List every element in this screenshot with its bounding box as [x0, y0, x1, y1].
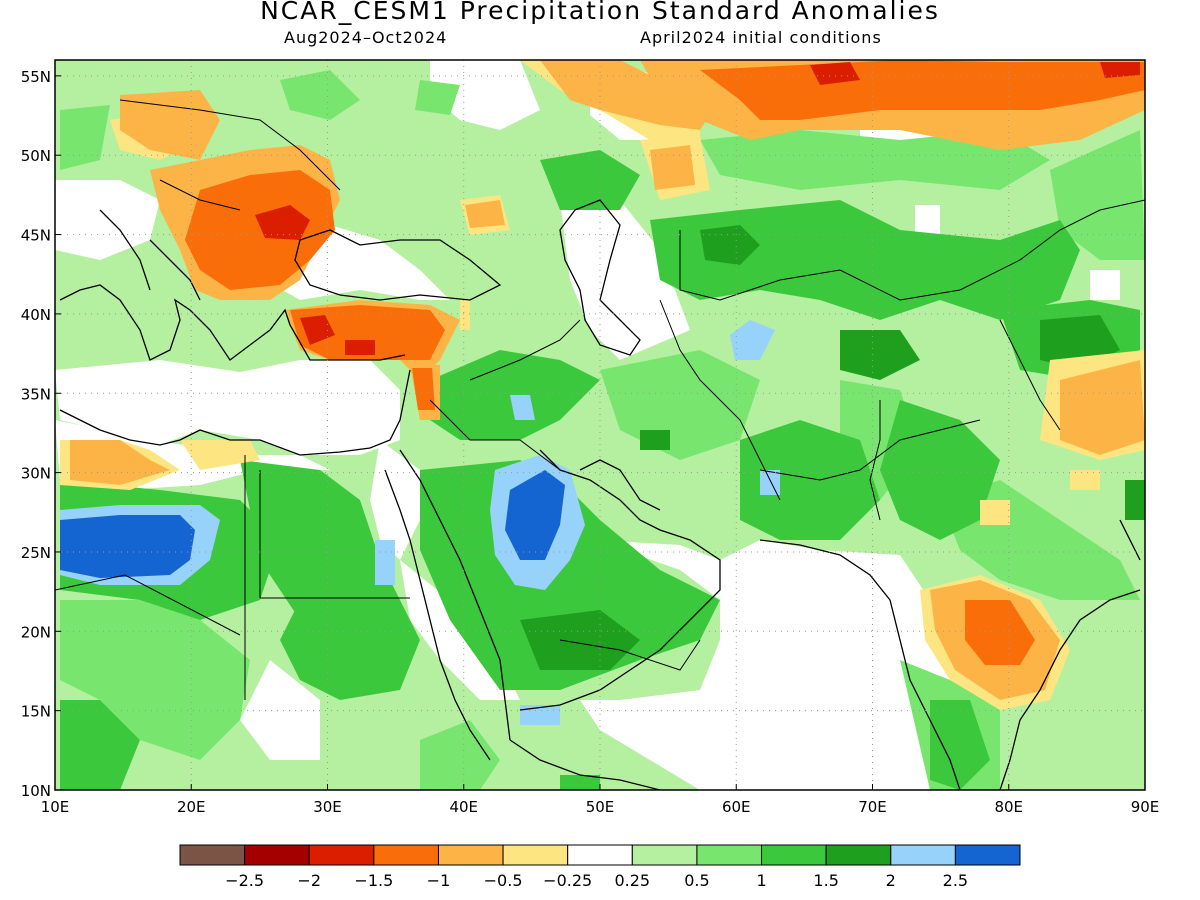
y-tick-label: 20N: [21, 623, 51, 641]
colorbar-swatch: [244, 844, 310, 866]
wet-extreme-region: [60, 470, 565, 578]
colorbar-swatch: [954, 844, 1021, 866]
coastlines: [59, 199, 1141, 790]
colorbar-label: −1.5: [354, 871, 393, 890]
y-axis-ticks: 55N 50N 45N 40N 35N 30N 25N 20N 15N 10N: [21, 68, 61, 800]
x-tick-label: 30E: [313, 798, 342, 816]
x-tick-label: 80E: [994, 798, 1023, 816]
initial-conditions: April2024 initial conditions: [640, 28, 882, 47]
colorbar-swatch: [631, 844, 698, 866]
colorbar-swatch: [179, 844, 246, 866]
x-tick-label: 50E: [586, 798, 615, 816]
anomaly-field: [55, 60, 1145, 790]
colorbar-label: 1: [756, 871, 766, 890]
colorbar-label: 0.25: [614, 871, 650, 890]
colorbar-label: 2: [886, 871, 896, 890]
colorbar-swatch: [308, 844, 375, 866]
x-tick-label: 20E: [177, 798, 206, 816]
colorbar-swatch: [373, 844, 439, 866]
colorbar-swatch: [502, 844, 569, 866]
colorbar-label: 2.5: [943, 871, 968, 890]
y-tick-label: 30N: [21, 465, 51, 483]
forecast-period: Aug2024–Oct2024: [284, 28, 448, 47]
y-tick-label: 10N: [21, 782, 51, 800]
y-tick-label: 45N: [21, 227, 51, 245]
x-tick-label: 60E: [722, 798, 751, 816]
colorbar-label: 0.5: [684, 871, 709, 890]
y-tick-label: 40N: [21, 306, 51, 324]
chart-title: NCAR_CESM1 Precipitation Standard Anomal…: [260, 0, 940, 25]
x-tick-label: 90E: [1131, 798, 1160, 816]
x-axis-ticks: 10E 20E 30E 40E 50E 60E 70E 80E 90E: [41, 784, 1160, 816]
x-tick-label: 40E: [449, 798, 478, 816]
colorbar-label: −2.5: [225, 871, 264, 890]
colorbar-swatch: [696, 844, 763, 866]
dry-moderate-region: [185, 60, 1145, 665]
x-tick-label: 10E: [41, 798, 70, 816]
colorbar-swatch: [890, 844, 956, 866]
y-tick-label: 35N: [21, 385, 51, 403]
dry-strong-region: [255, 62, 1140, 355]
colorbar-label: −1: [427, 871, 451, 890]
colorbar: [179, 844, 1021, 866]
y-tick-label: 15N: [21, 703, 51, 721]
country-borders: [55, 99, 1145, 700]
colorbar-labels: −2.5 −2 −1.5 −1 −0.5 −0.25 0.25 0.5 1 1.5 2 2.5: [225, 871, 968, 890]
colorbar-swatch: [825, 844, 892, 866]
colorbar-swatch: [567, 844, 633, 866]
colorbar-swatch: [761, 844, 827, 866]
colorbar-label: −0.25: [543, 871, 592, 890]
y-tick-label: 25N: [21, 544, 51, 562]
colorbar-label: −2: [297, 871, 321, 890]
colorbar-label: −0.5: [484, 871, 523, 890]
y-tick-label: 50N: [21, 147, 51, 165]
x-tick-label: 70E: [858, 798, 887, 816]
y-tick-label: 55N: [21, 68, 51, 86]
colorbar-swatch: [437, 844, 504, 866]
colorbar-label: 1.5: [813, 871, 838, 890]
